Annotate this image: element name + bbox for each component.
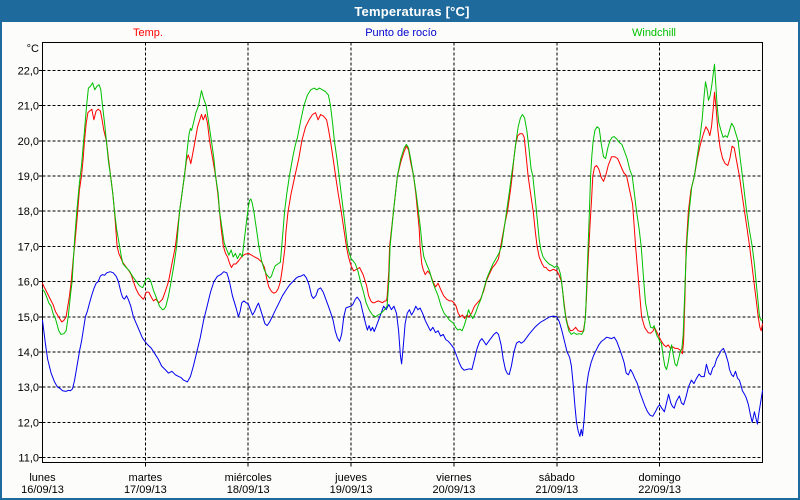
series-Temp. bbox=[42, 91, 763, 355]
y-tick-label: 19,0 bbox=[18, 171, 39, 183]
legend-label-temp: Temp. bbox=[133, 27, 163, 39]
x-date-label: 21/09/13 bbox=[535, 484, 578, 496]
y-axis-unit: °C bbox=[27, 43, 39, 55]
legend-label-windchill: Windchill bbox=[631, 27, 677, 39]
x-day-label: lunes bbox=[29, 472, 56, 484]
y-tick-label: 20,0 bbox=[18, 136, 39, 148]
x-date-label: 20/09/13 bbox=[433, 484, 476, 496]
x-day-label: viernes bbox=[436, 472, 472, 484]
title-bar: Temperaturas [°C] bbox=[2, 2, 798, 22]
x-date-label: 17/09/13 bbox=[124, 484, 167, 496]
x-day-label: sábado bbox=[539, 472, 575, 484]
y-tick-label: 15,0 bbox=[18, 312, 39, 324]
y-tick-label: 22,0 bbox=[18, 66, 39, 78]
chart-title: Temperaturas [°C] bbox=[354, 4, 470, 19]
series-Punto de rocío bbox=[42, 271, 763, 437]
x-day-label: domingo bbox=[639, 472, 681, 484]
y-tick-label: 14,0 bbox=[18, 347, 39, 359]
y-tick-label: 17,0 bbox=[18, 241, 39, 253]
x-day-label: martes bbox=[129, 472, 163, 484]
y-tick-label: 12,0 bbox=[18, 417, 39, 429]
series-Windchill bbox=[42, 63, 763, 370]
x-day-label: jueves bbox=[334, 472, 367, 484]
x-day-label: miércoles bbox=[225, 472, 273, 484]
legend-label-dewpoint: Punto de rocío bbox=[365, 27, 437, 39]
y-tick-label: 21,0 bbox=[18, 101, 39, 113]
y-tick-label: 11,0 bbox=[18, 452, 39, 464]
x-date-label: 18/09/13 bbox=[227, 484, 270, 496]
x-date-label: 19/09/13 bbox=[330, 484, 373, 496]
y-tick-label: 18,0 bbox=[18, 206, 39, 218]
plot-border bbox=[42, 42, 763, 463]
y-tick-label: 13,0 bbox=[18, 382, 39, 394]
y-tick-label: 16,0 bbox=[18, 277, 39, 289]
x-date-label: 22/09/13 bbox=[638, 484, 681, 496]
x-date-label: 16/09/13 bbox=[21, 484, 64, 496]
